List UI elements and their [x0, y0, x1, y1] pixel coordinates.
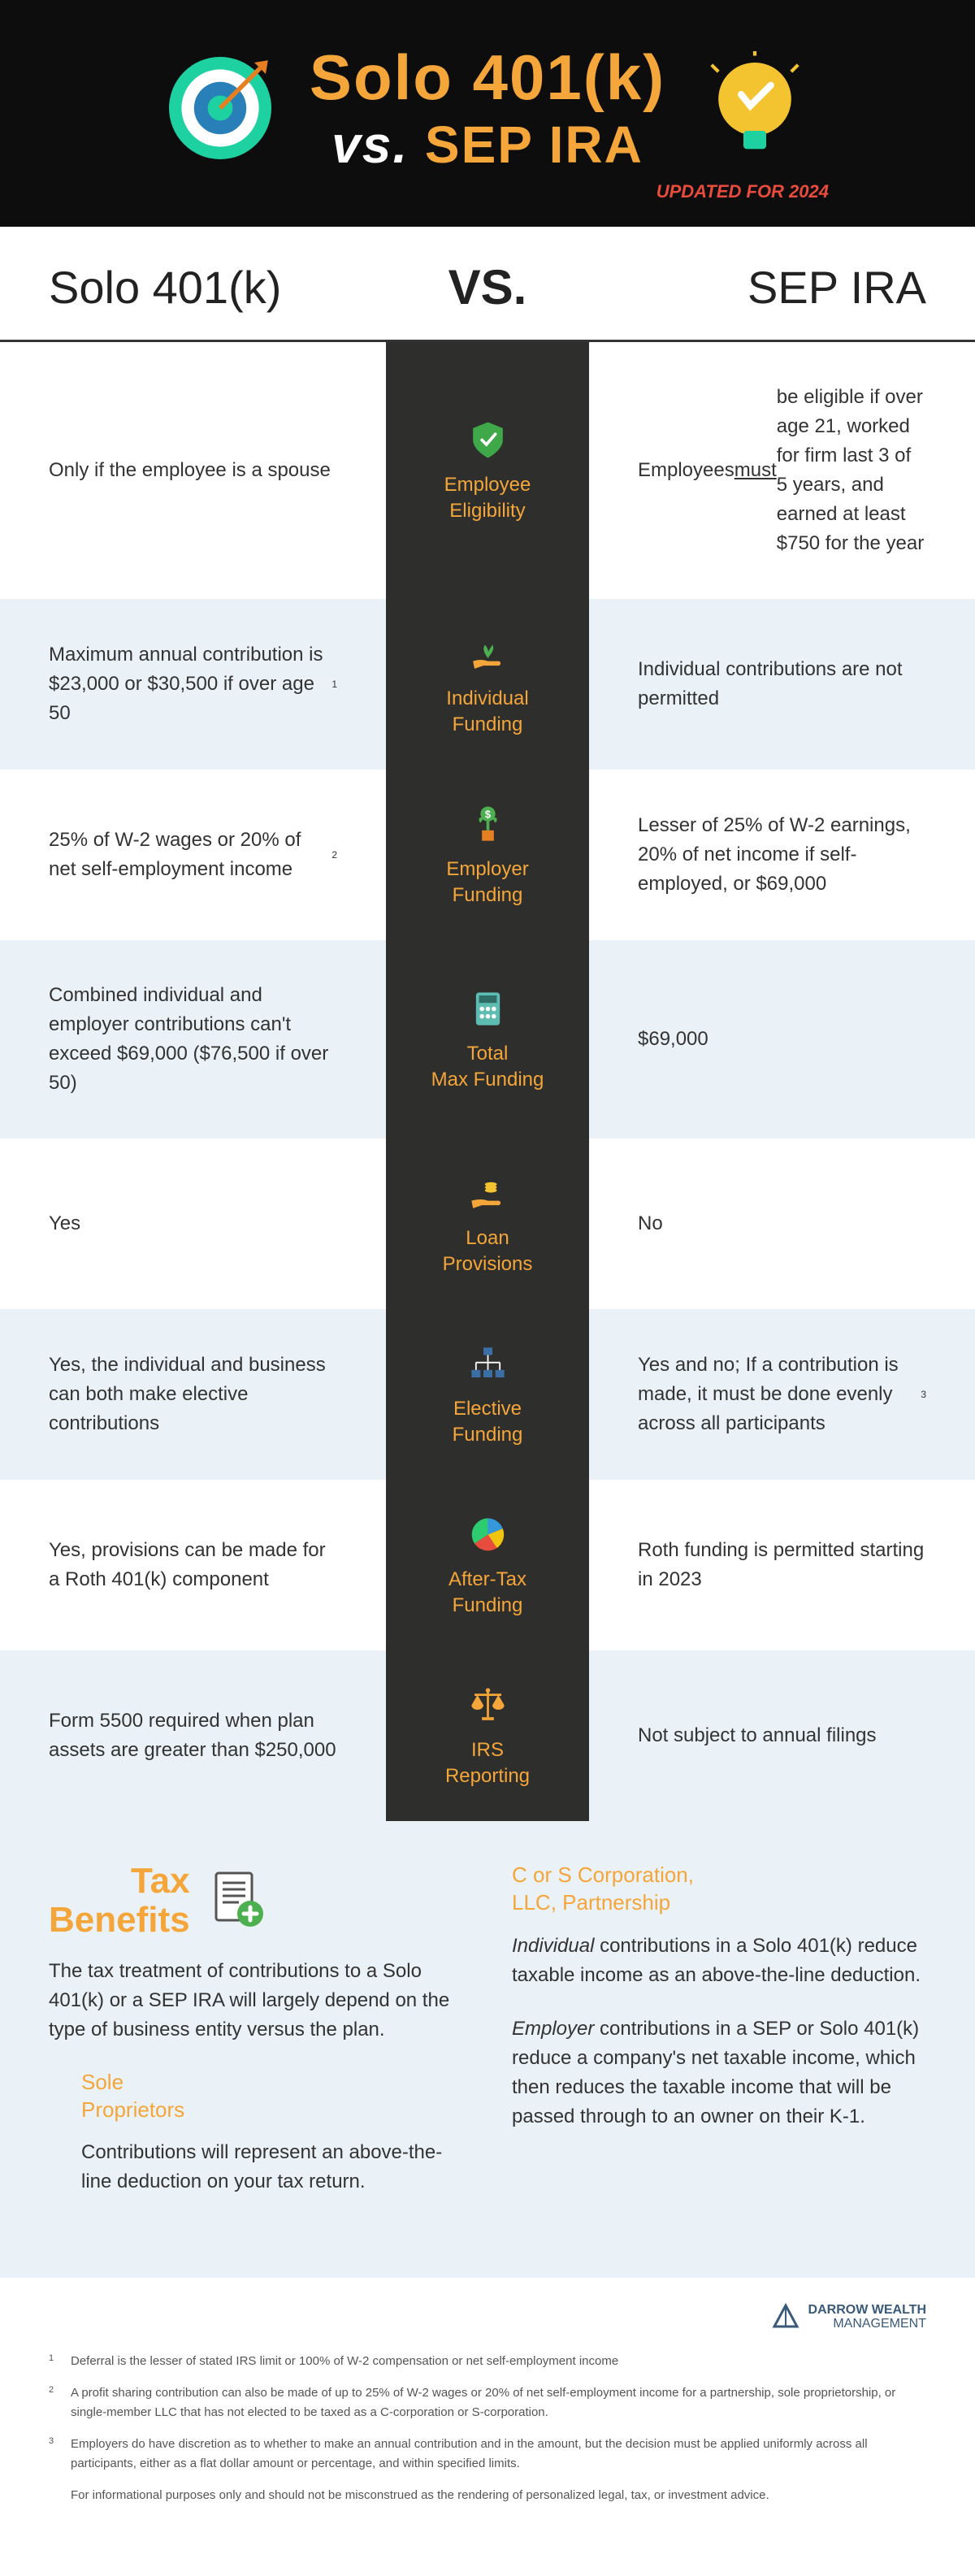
tax-sole-text: Contributions will represent an above-th… [81, 2138, 463, 2197]
row-left-text: 25% of W-2 wages or 20% of net self-empl… [0, 770, 386, 940]
footnote: 1Deferral is the lesser of stated IRS li… [49, 2352, 926, 2371]
row-category: TotalMax Funding [386, 940, 589, 1138]
tax-title: TaxBenefits [49, 1862, 190, 1941]
lightbulb-icon [698, 51, 812, 165]
comparison-row: 25% of W-2 wages or 20% of net self-empl… [0, 770, 975, 940]
company-logo: DARROW WEALTH MANAGEMENT [49, 2302, 926, 2331]
row-left-text: Form 5500 required when plan assets are … [0, 1650, 386, 1821]
comparison-row: Only if the employee is a spouse Employee… [0, 342, 975, 599]
row-left-text: Yes, provisions can be made for a Roth 4… [0, 1480, 386, 1650]
tax-benefits-section: TaxBenefits The tax treatment of contrib… [0, 1821, 975, 2278]
category-label: LoanProvisions [443, 1225, 533, 1276]
logo-line2: MANAGEMENT [833, 2317, 926, 2331]
comparison-row: Yes LoanProvisions No [0, 1138, 975, 1309]
subheader-right: SEP IRA [589, 261, 926, 314]
comparison-row: Form 5500 required when plan assets are … [0, 1650, 975, 1821]
footer: DARROW WEALTH MANAGEMENT 1Deferral is th… [0, 2278, 975, 2546]
category-label: IRSReporting [445, 1737, 530, 1788]
comparison-row: Combined individual and employer contrib… [0, 940, 975, 1138]
category-label: IndividualFunding [446, 686, 528, 736]
comparison-row: Maximum annual contribution is $23,000 o… [0, 599, 975, 770]
target-icon [163, 51, 277, 165]
row-right-text: $69,000 [589, 940, 975, 1138]
subheader-left: Solo 401(k) [49, 261, 386, 314]
row-right-text: Roth funding is permitted starting in 20… [589, 1480, 975, 1650]
row-right-text: Individual contributions are not permitt… [589, 599, 975, 770]
document-plus-icon [206, 1868, 271, 1933]
category-label: TotalMax Funding [431, 1041, 544, 1091]
row-right-text: Lesser of 25% of W-2 earnings, 20% of ne… [589, 770, 975, 940]
row-category: ElectiveFunding [386, 1309, 589, 1480]
row-category: After-TaxFunding [386, 1480, 589, 1650]
svg-text:$: $ [484, 809, 490, 821]
updated-label: UPDATED FOR 2024 [49, 181, 926, 202]
row-category: $ EmployerFunding [386, 770, 589, 940]
row-category: EmployeeEligibility [386, 342, 589, 599]
row-right-text: No [589, 1138, 975, 1309]
row-left-text: Only if the employee is a spouse [0, 342, 386, 599]
footnotes: 1Deferral is the lesser of stated IRS li… [49, 2352, 926, 2505]
subheader-row: Solo 401(k) VS. SEP IRA [0, 227, 975, 342]
title-line1: Solo 401(k) [310, 41, 665, 115]
tax-intro: The tax treatment of contributions to a … [49, 1957, 463, 2045]
category-label: ElectiveFunding [453, 1396, 523, 1446]
category-label: EmployerFunding [446, 856, 528, 907]
logo-triangle-icon [771, 2302, 800, 2331]
footnote: 2A profit sharing contribution can also … [49, 2383, 926, 2422]
tax-corp-p1: Individual contributions in a Solo 401(k… [512, 1932, 926, 1990]
row-left-text: Yes [0, 1138, 386, 1309]
category-label: EmployeeEligibility [444, 472, 531, 523]
title-vs: vs. [332, 115, 409, 174]
comparison-table: Only if the employee is a spouse Employee… [0, 342, 975, 1821]
row-right-text: Yes and no; If a contribution is made, i… [589, 1309, 975, 1480]
row-category: IndividualFunding [386, 599, 589, 770]
row-left-text: Combined individual and employer contrib… [0, 940, 386, 1138]
subheader-vs: VS. [386, 259, 589, 315]
disclaimer: For informational purposes only and shou… [71, 2486, 926, 2505]
title-sep-ira: SEP IRA [425, 115, 644, 174]
row-category: LoanProvisions [386, 1138, 589, 1309]
header: Solo 401(k) vs. SEP IRA UPDATED FOR 2024 [0, 0, 975, 227]
comparison-row: Yes, the individual and business can bot… [0, 1309, 975, 1480]
tax-corp-p2: Employer contributions in a SEP or Solo … [512, 2014, 926, 2131]
row-right-text: Employees must be eligible if over age 2… [589, 342, 975, 599]
row-category: IRSReporting [386, 1650, 589, 1821]
row-right-text: Not subject to annual filings [589, 1650, 975, 1821]
logo-line1: DARROW WEALTH [808, 2303, 926, 2317]
category-label: After-TaxFunding [448, 1567, 526, 1617]
tax-sole-heading: SoleProprietors [81, 2069, 463, 2124]
footnote: 3Employers do have discretion as to whet… [49, 2435, 926, 2474]
comparison-row: Yes, provisions can be made for a Roth 4… [0, 1480, 975, 1650]
row-left-text: Yes, the individual and business can bot… [0, 1309, 386, 1480]
tax-corp-heading: C or S Corporation,LLC, Partnership [512, 1862, 926, 1917]
row-left-text: Maximum annual contribution is $23,000 o… [0, 599, 386, 770]
